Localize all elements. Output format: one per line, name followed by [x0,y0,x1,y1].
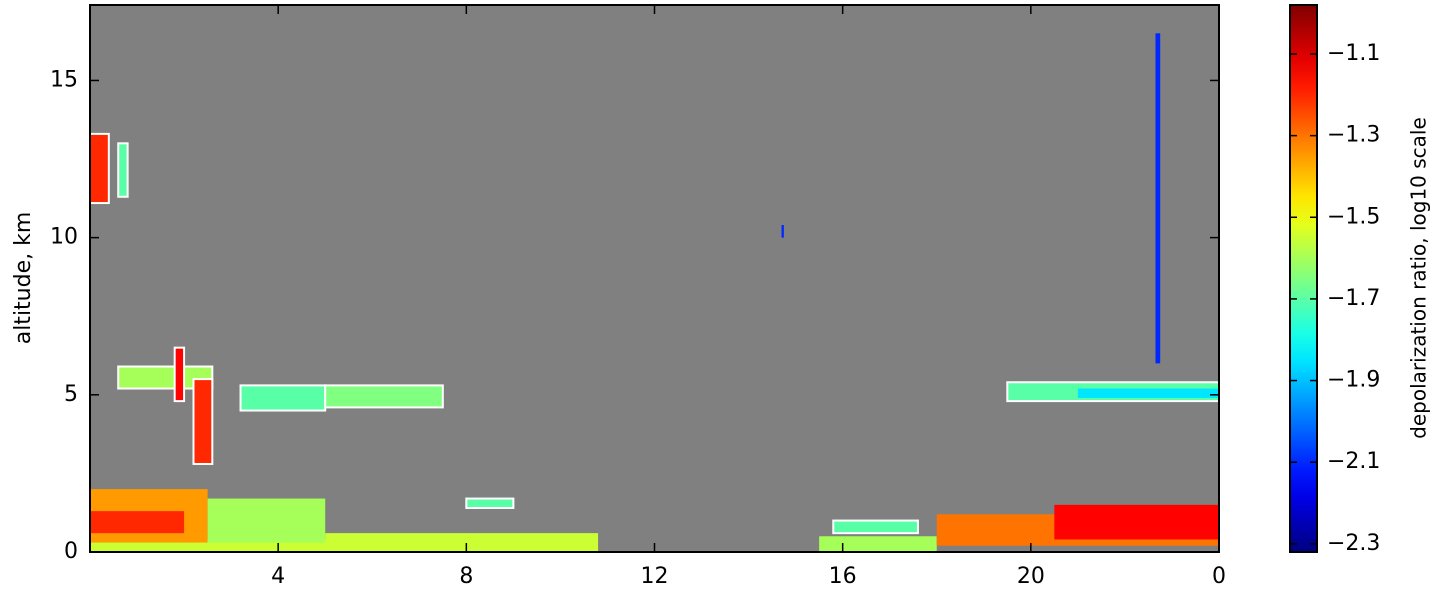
colorbar-tick-label: −1.1 [1327,41,1380,66]
colorbar-tick-label: −1.3 [1327,123,1380,148]
heat-cell [1155,33,1161,364]
heat-cell [324,384,444,409]
heat-cell [465,497,515,509]
colorbar [1289,4,1318,553]
colorbar-tick-label: −1.5 [1327,204,1380,229]
heat-cell [239,384,327,412]
heat-cell [781,225,784,238]
heat-cell [192,378,214,465]
y-tick-label: 15 [50,67,78,92]
y-tick-label: 0 [64,539,78,564]
colorbar-tick-label: −1.7 [1327,286,1380,311]
x-tick-label: 0 [1212,564,1226,589]
y-axis-label: altitude, km [11,212,36,345]
x-tick-label: 16 [829,564,857,589]
heat-cell [1077,388,1219,398]
heat-cell [325,533,599,543]
heat-cell [819,536,937,552]
colorbar-tick-label: −2.1 [1327,449,1380,474]
y-tick-label: 10 [50,225,78,250]
heat-cell [173,346,186,403]
heat-cell [832,519,919,535]
x-tick-label: 20 [1017,564,1045,589]
plot-background [90,5,1219,552]
heat-cell [89,132,110,205]
x-tick-label: 4 [271,564,285,589]
heat-cell [207,498,326,543]
colorbar-tick-label: −1.9 [1327,368,1380,393]
heat-cell [117,365,214,390]
heat-cell [90,511,185,534]
colorbar-label: depolarization ratio, log10 scale [1407,117,1431,439]
heat-cell [1054,504,1219,540]
x-tick-label: 8 [459,564,473,589]
y-tick-label: 5 [64,382,78,407]
heat-cell [117,142,129,198]
x-tick-label: 12 [641,564,669,589]
colorbar-tick-label: −2.3 [1327,531,1380,556]
